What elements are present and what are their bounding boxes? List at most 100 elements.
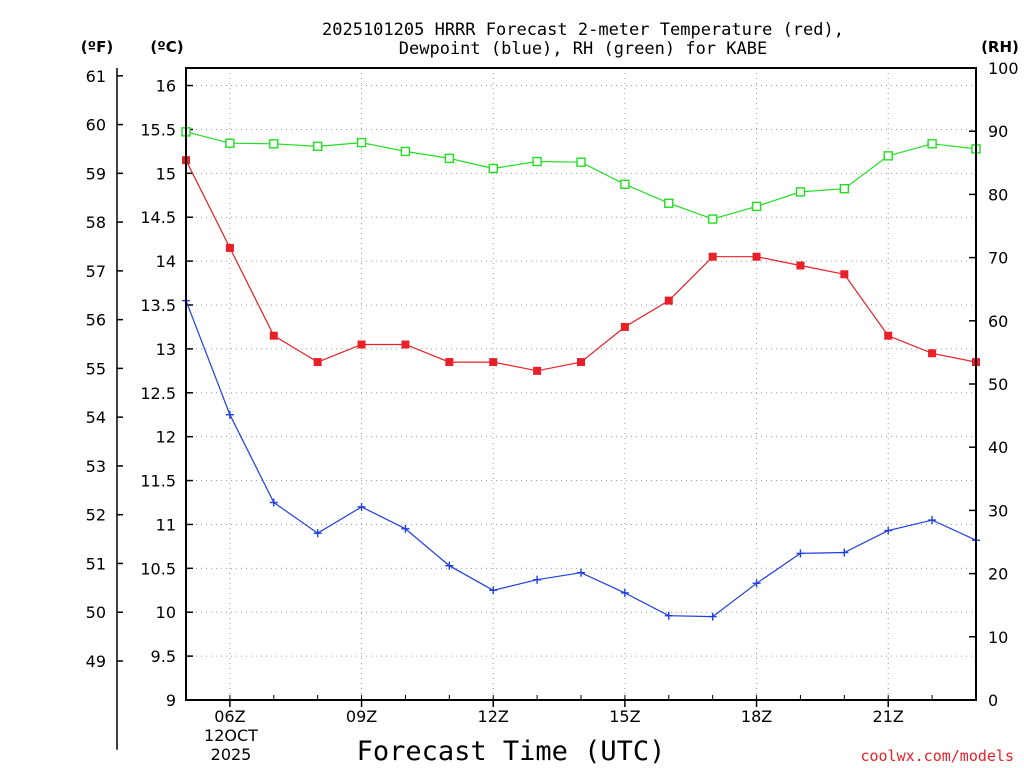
time-tick-label: 06Z [214, 707, 245, 726]
time-tick-label: 12Z [478, 707, 509, 726]
series-temperature [182, 156, 980, 375]
dewpoint-point [269, 498, 278, 507]
fahrenheit-axis: 49 50 51 52 53 54 55 56 57 58 59 60 61 [86, 67, 123, 750]
celsius-tick-label: 14 [156, 252, 176, 271]
fahrenheit-tick-label: 55 [86, 359, 106, 378]
fahrenheit-tick-label: 49 [86, 652, 106, 671]
fahrenheit-tick-label: 50 [86, 603, 106, 622]
fahrenheit-tick-label: 51 [86, 554, 106, 573]
rh-point [444, 153, 455, 164]
series-dewpoint [182, 296, 980, 621]
temperature-line [185, 159, 977, 372]
rh-tick-label: 40 [988, 438, 1008, 457]
dewpoint-point [489, 586, 498, 595]
celsius-tick-label: 9 [166, 691, 176, 710]
dewpoint-point [533, 575, 542, 584]
data-series [181, 127, 981, 621]
temperature-point [664, 296, 673, 305]
rh-axis: 0 10 20 30 40 50 60 70 80 90 100 [969, 59, 1019, 710]
celsius-tick-label: 13 [156, 340, 176, 359]
celsius-axis: 9 9.5 10 10.5 11 11.5 12 12.5 13 13.5 14 14.5 15 15.5… [140, 77, 193, 710]
dewpoint-point [225, 410, 234, 419]
celsius-tick-label: 10 [156, 603, 176, 622]
fahrenheit-tick-label: 59 [86, 164, 106, 183]
rh-point [532, 156, 542, 167]
rh-unit-label: (RH) [981, 38, 1019, 56]
temperature-point [884, 331, 893, 340]
temperature-point [401, 340, 410, 349]
dewpoint-point [664, 611, 673, 620]
temperature-point [225, 243, 234, 252]
fahrenheit-tick-label: 58 [86, 213, 106, 232]
dewpoint-point [796, 549, 805, 558]
date-label-day: 12OCT [204, 726, 258, 745]
rh-point [751, 201, 762, 212]
time-axis: 06Z 09Z 12Z 15Z 18Z 21Z [185, 695, 977, 726]
fahrenheit-tick-label: 61 [86, 67, 106, 86]
celsius-tick-label: 12 [156, 428, 176, 447]
series-rh [181, 127, 981, 224]
rh-tick-label: 90 [988, 122, 1008, 141]
temperature-point [533, 366, 542, 375]
dewpoint-point [313, 529, 322, 538]
temperature-point [489, 358, 498, 367]
chart-title-line-2: Dewpoint (blue), RH (green) for KABE [399, 39, 767, 59]
rh-tick-label: 60 [988, 312, 1008, 331]
rh-point [269, 139, 279, 149]
fahrenheit-tick-label: 54 [86, 408, 106, 427]
temperature-point [445, 358, 454, 367]
dewpoint-point [401, 524, 410, 533]
dewpoint-point [620, 588, 629, 597]
temperature-point [269, 331, 278, 340]
rh-line [185, 131, 977, 220]
dewpoint-point [708, 612, 717, 621]
celsius-tick-label: 10.5 [140, 559, 176, 578]
fahrenheit-tick-label: 56 [86, 311, 106, 330]
temperature-point [577, 358, 585, 367]
rh-tick-label: 50 [988, 375, 1008, 394]
plot-frame [185, 67, 977, 701]
celsius-tick-label: 11.5 [140, 472, 176, 491]
rh-point [707, 214, 718, 224]
temperature-point [620, 322, 629, 331]
rh-tick-label: 100 [988, 59, 1019, 78]
rh-tick-label: 80 [988, 185, 1008, 204]
dewpoint-point [752, 579, 761, 588]
temperature-point [313, 358, 322, 367]
credit-label: coolwx.com/models [860, 747, 1014, 765]
celsius-tick-label: 11 [156, 515, 176, 534]
temperature-point [357, 340, 366, 349]
rh-point [488, 163, 498, 174]
celsius-tick-label: 14.5 [140, 208, 176, 227]
celsius-tick-label: 13.5 [140, 296, 176, 315]
time-tick-label: 18Z [741, 707, 772, 726]
dewpoint-point [928, 516, 937, 525]
time-tick-label: 09Z [346, 707, 377, 726]
dewpoint-point [445, 561, 454, 570]
temperature-point [708, 252, 717, 261]
rh-tick-label: 20 [988, 565, 1008, 584]
date-label-year: 2025 [211, 745, 252, 764]
rh-tick-label: 10 [988, 628, 1008, 647]
fahrenheit-tick-label: 57 [86, 262, 106, 281]
rh-point [400, 146, 411, 157]
rh-point [356, 137, 367, 148]
fahrenheit-unit-label: (ºF) [81, 38, 113, 56]
chart-title-line-1: 2025101205 HRRR Forecast 2-meter Tempera… [322, 20, 844, 40]
grid-lines [186, 68, 976, 701]
rh-point [839, 184, 850, 194]
celsius-tick-label: 9.5 [151, 647, 176, 666]
rh-point [576, 157, 586, 167]
rh-point [927, 139, 937, 149]
time-tick-label: 15Z [609, 707, 640, 726]
fahrenheit-tick-label: 52 [86, 506, 106, 525]
rh-point [883, 151, 893, 161]
dewpoint-point [884, 526, 893, 535]
fahrenheit-tick-label: 53 [86, 457, 106, 476]
dewpoint-point [577, 568, 585, 577]
temperature-point [928, 349, 937, 358]
temperature-point [752, 252, 761, 261]
time-tick-label: 21Z [873, 707, 904, 726]
rh-point [795, 187, 806, 197]
